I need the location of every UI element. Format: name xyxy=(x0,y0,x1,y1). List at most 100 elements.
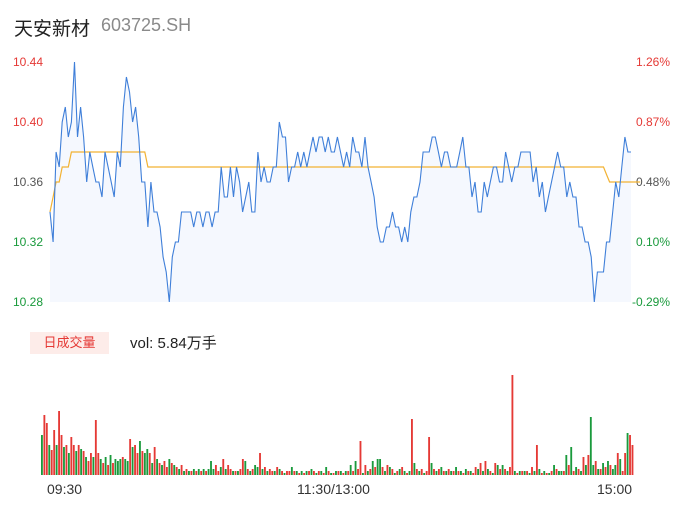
volume-bar xyxy=(403,471,406,475)
volume-bar xyxy=(423,473,426,475)
volume-bar xyxy=(168,459,171,475)
volume-bar xyxy=(543,471,546,475)
volume-bar xyxy=(450,471,453,475)
pct-tick-label: 0.48% xyxy=(635,175,670,189)
volume-bar xyxy=(631,445,634,475)
volume-bar xyxy=(80,449,83,475)
volume-bar xyxy=(597,469,600,475)
price-tick-label: 10.36 xyxy=(13,175,44,189)
average-price-line xyxy=(49,151,641,213)
volume-bar xyxy=(511,375,514,475)
price-tick-label: 10.32 xyxy=(13,235,44,249)
volume-bar xyxy=(523,471,526,475)
volume-bar xyxy=(535,445,538,475)
volume-bar xyxy=(332,473,335,475)
volume-bar xyxy=(396,471,399,475)
volume-bar xyxy=(55,445,58,475)
volume-bar xyxy=(489,471,492,475)
pct-tick-label: -0.29% xyxy=(631,295,670,309)
volume-bar xyxy=(102,463,105,475)
volume-bar xyxy=(472,473,475,475)
volume-bar xyxy=(268,469,271,475)
volume-bar xyxy=(371,461,374,475)
volume-bar xyxy=(457,471,460,475)
volume-bar xyxy=(278,469,281,475)
volume-bar xyxy=(616,453,619,475)
volume-bar xyxy=(92,457,95,475)
price-tick-label: 10.44 xyxy=(13,55,44,69)
volume-bar xyxy=(104,457,107,475)
volume-bar xyxy=(364,465,367,475)
volume-bar xyxy=(283,473,286,475)
volume-bar xyxy=(357,469,359,475)
volume-bar xyxy=(482,471,484,475)
volume-bar xyxy=(398,469,401,475)
volume-bar xyxy=(580,471,582,475)
volume-bar xyxy=(352,471,355,475)
volume-bar xyxy=(161,465,163,475)
volume-bar xyxy=(599,469,602,475)
volume-bar xyxy=(48,445,51,475)
volume-bar xyxy=(325,467,328,475)
volume-bar xyxy=(207,469,210,475)
volume-bar xyxy=(77,445,80,475)
price-tick-label: 10.40 xyxy=(13,115,44,129)
volume-bar xyxy=(540,473,543,475)
volume-bar xyxy=(425,471,428,475)
volume-bar xyxy=(136,453,139,475)
volume-bar xyxy=(594,461,597,475)
volume-bar xyxy=(496,465,499,475)
x-tick-label: 09:30 xyxy=(47,481,83,497)
volume-badge[interactable]: 日成交量 xyxy=(30,332,109,354)
volume-bar xyxy=(67,453,70,475)
volume-bar xyxy=(214,465,217,475)
volume-bar xyxy=(232,471,234,475)
volume-bar xyxy=(629,435,631,475)
volume-bar xyxy=(308,471,310,475)
volume-bar xyxy=(241,459,244,475)
volume-bar xyxy=(202,469,205,475)
volume-bar xyxy=(315,473,318,475)
volume-bar xyxy=(119,459,122,475)
volume-bar xyxy=(121,457,124,475)
volume-bar xyxy=(281,471,283,475)
volume-bar xyxy=(516,473,519,475)
volume-bar xyxy=(575,467,578,475)
volume-bar xyxy=(219,467,222,475)
volume-bar xyxy=(592,465,595,475)
volume-bar xyxy=(234,471,237,475)
volume-bar xyxy=(342,473,345,475)
volume-bar xyxy=(528,473,531,475)
volume-bar xyxy=(374,467,377,475)
volume-bar xyxy=(288,471,291,475)
volume-bar xyxy=(494,463,497,475)
volume-bar xyxy=(259,453,261,475)
volume-bar xyxy=(437,469,440,475)
volume-bar xyxy=(479,463,482,475)
volume-bar xyxy=(484,461,487,475)
volume-bar xyxy=(173,465,176,475)
volume-bar xyxy=(197,469,200,475)
pct-tick-label: 0.10% xyxy=(635,235,670,249)
volume-bar xyxy=(526,471,529,475)
volume-bar xyxy=(192,469,195,475)
volume-bar xyxy=(464,469,467,475)
volume-bar xyxy=(94,420,97,475)
volume-bar xyxy=(263,467,266,475)
volume-bar xyxy=(276,467,279,475)
volume-bar xyxy=(330,473,332,475)
volume-bar xyxy=(469,471,472,475)
volume-bar xyxy=(293,471,296,475)
volume-bar xyxy=(366,471,369,475)
volume-bar xyxy=(589,417,592,475)
volume-bar xyxy=(129,439,132,475)
stock-name: 天安新材 xyxy=(14,19,91,40)
x-tick-label: 15:00 xyxy=(597,481,633,497)
volume-bar xyxy=(440,467,443,475)
volume-bar xyxy=(175,467,178,475)
volume-bar xyxy=(621,471,624,475)
volume-bar xyxy=(134,445,136,475)
volume-bar xyxy=(388,467,391,475)
volume-bar xyxy=(109,455,112,475)
